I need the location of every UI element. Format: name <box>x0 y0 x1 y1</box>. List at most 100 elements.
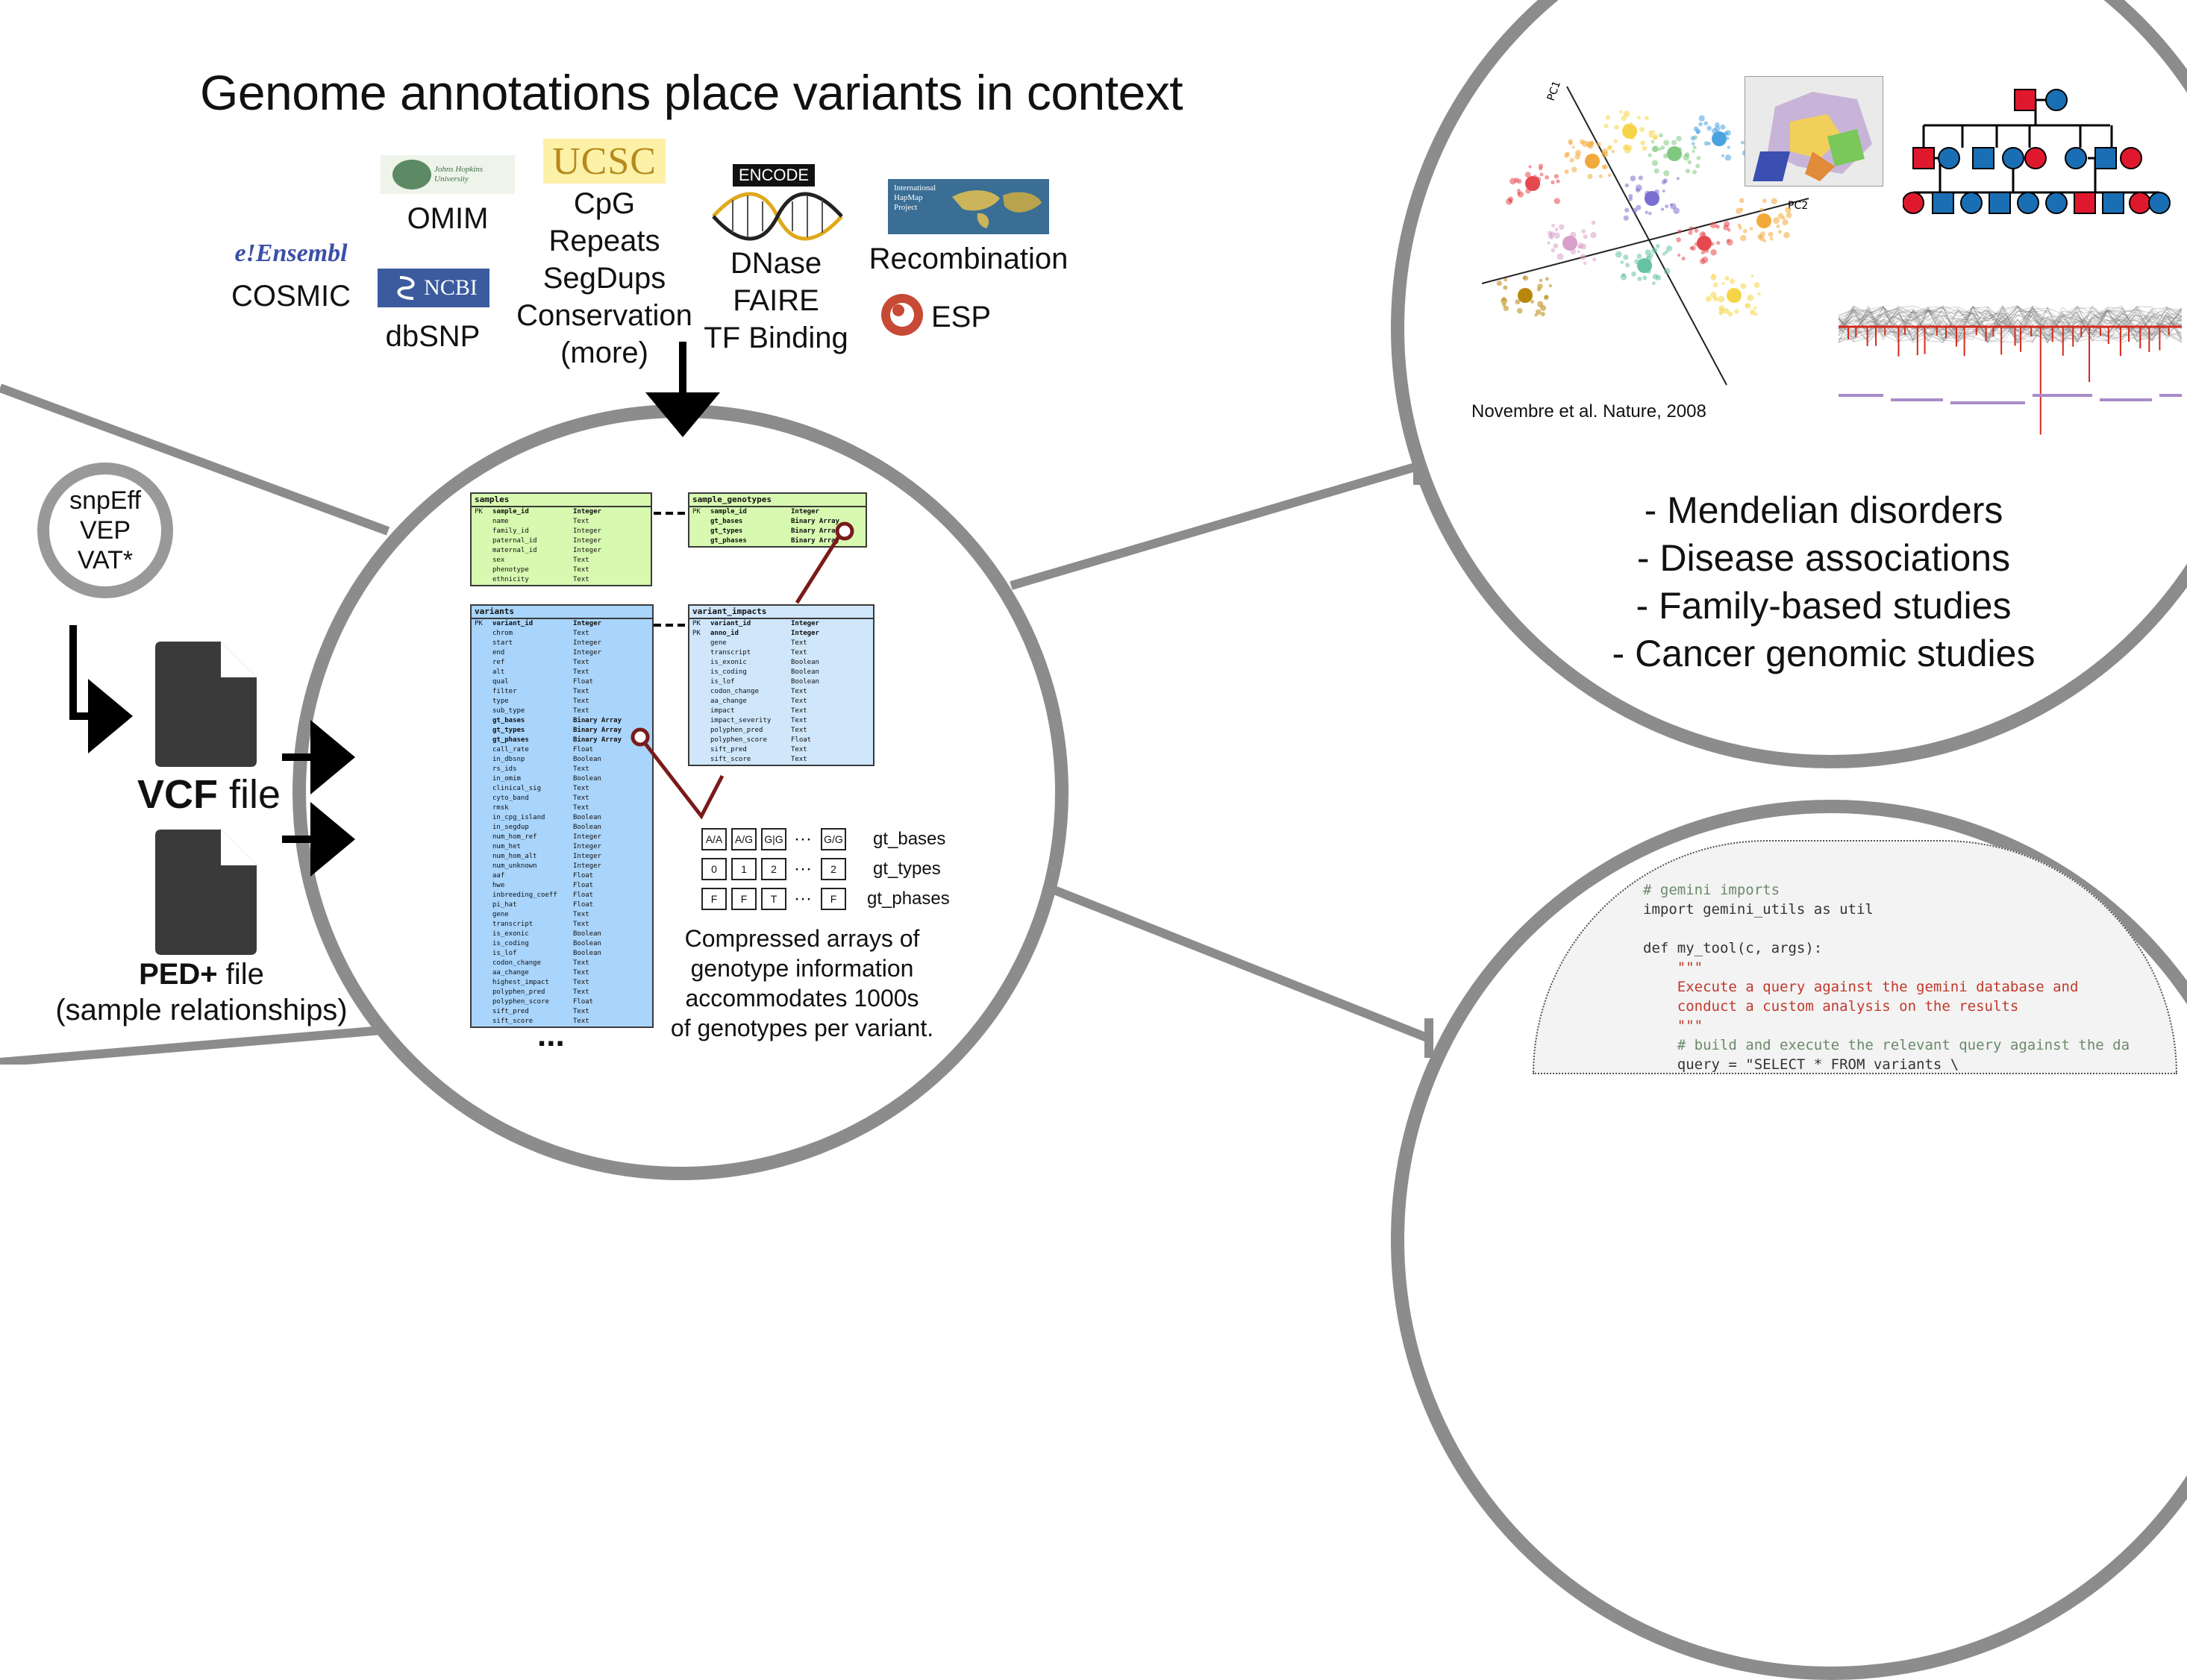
pca-point <box>1688 231 1693 235</box>
pca-point <box>1658 147 1662 151</box>
table-column: gt_phases <box>710 537 747 545</box>
table-column: in_segdup <box>492 824 529 831</box>
source-repeats: Repeats <box>548 225 660 257</box>
pca-point <box>1703 121 1708 126</box>
table-column: aa_change <box>492 969 529 977</box>
code-line: query = "SELECT * FROM variants \ <box>1643 1056 1959 1073</box>
table-row: aa_change Text <box>472 968 652 978</box>
table-column: polyphen_score <box>492 998 549 1006</box>
table-column: inbreeding_coeff <box>492 891 557 899</box>
table-type: Float <box>573 891 594 899</box>
gt-bases-label: gt_bases <box>872 829 946 849</box>
samples-table: samples PK sample_id Integer name Text family_… <box>470 492 652 586</box>
pca-centroid <box>1645 191 1659 206</box>
pca-point <box>1749 309 1756 316</box>
pca-point <box>1577 250 1580 254</box>
pca-point <box>1690 136 1696 141</box>
table-type: Text <box>573 785 589 792</box>
pca-point <box>1723 225 1729 231</box>
table-type: Text <box>791 688 807 695</box>
ped-file-label: PED+ file (sample relationships) <box>55 958 348 1027</box>
pca-point <box>1583 261 1587 266</box>
ld-trace <box>1839 306 2182 343</box>
ld-trace <box>1839 306 2182 343</box>
pca-point <box>1553 243 1559 249</box>
table-row: sub_type Text <box>472 706 652 716</box>
pca-point <box>1720 124 1726 130</box>
pca-point <box>1528 165 1532 169</box>
pca-point <box>1503 285 1508 290</box>
gt-bases-array: A/A A/G G|G ··· G/G gt_bases <box>701 828 945 850</box>
pca-point <box>1592 257 1597 262</box>
pca-point <box>1676 237 1681 242</box>
table-type: Float <box>573 678 594 686</box>
pca-point <box>1663 268 1671 275</box>
pca-point <box>1721 281 1725 285</box>
pca-scatter-plot: PC1 PC2 <box>1481 79 1809 386</box>
table-type: Binary Array <box>573 736 622 744</box>
pca-point <box>1547 241 1551 245</box>
pedigree-male <box>1989 192 2011 214</box>
table-column: start <box>492 639 513 647</box>
pca-point <box>1652 274 1659 280</box>
pca-point <box>1625 263 1630 268</box>
gt-types-label: gt_types <box>872 859 941 879</box>
pca-point <box>1730 278 1736 284</box>
pca-point <box>1738 225 1742 230</box>
pca-point <box>1687 160 1692 165</box>
pca-point <box>1651 247 1658 254</box>
pca-point <box>1705 295 1712 302</box>
ld-trace <box>1839 305 2182 343</box>
ld-trace <box>1839 305 2182 339</box>
gt-bases-cell: G|G <box>761 828 786 850</box>
source-esp: ESP <box>931 301 992 333</box>
pca-axis-pc2: PC2 <box>1788 200 1808 212</box>
pca-point <box>1611 149 1615 154</box>
pca-point <box>1648 211 1652 216</box>
pedigree-female <box>2065 147 2087 169</box>
pca-point <box>1516 307 1523 314</box>
variant-impacts-table: variant_impacts PK variant_id Integer PK anno… <box>688 604 875 766</box>
table-type: Boolean <box>573 756 601 763</box>
application-list: - Mendelian disorders - Disease associat… <box>1562 486 2085 677</box>
table-row: pi_hat Float <box>472 900 652 910</box>
pca-point <box>1776 224 1780 228</box>
table-column: sift_pred <box>710 746 747 753</box>
table-row: gt_phases Binary Array <box>472 736 652 745</box>
pca-point <box>1749 227 1753 231</box>
table-row: PK sample_id Integer <box>689 507 866 517</box>
ucsc-track-list: CpG Repeats SegDups Conservation (more) <box>507 185 701 372</box>
table-row: sift_pred Text <box>689 745 873 755</box>
table-row: in_dbsnp Boolean <box>472 755 652 765</box>
table-row: hwe Float <box>472 881 652 891</box>
pca-point <box>1692 142 1695 145</box>
pca-centroid <box>1637 258 1652 273</box>
table-column: anno_id <box>710 630 739 637</box>
annotator-vat: VAT* <box>77 546 134 574</box>
pca-point <box>1580 254 1586 260</box>
hapmap-logo: International HapMap Project <box>888 179 1049 234</box>
table-row: is_lof Boolean <box>472 949 652 959</box>
pca-point <box>1601 151 1609 158</box>
pca-point <box>1718 308 1725 314</box>
ensembl-logo: e!Ensembl <box>234 239 348 267</box>
table-type: Text <box>573 921 589 928</box>
table-row: polyphen_score Float <box>472 997 652 1007</box>
table-type: Text <box>573 794 589 802</box>
table-row: transcript Text <box>689 648 873 658</box>
table-row: codon_change Text <box>689 687 873 697</box>
table-row: gt_types Binary Array <box>472 726 652 736</box>
table-row: gt_bases Binary Array <box>472 716 652 726</box>
gt-phases-ellipsis: ··· <box>794 888 812 909</box>
ld-trace <box>1839 306 2182 345</box>
dna-s-icon <box>397 276 415 300</box>
table-type: Text <box>573 1008 589 1015</box>
pca-point <box>1660 145 1665 150</box>
pca-point <box>1771 198 1777 204</box>
ucsc-logo: UCSC <box>543 139 666 184</box>
table-column: ethnicity <box>492 576 529 583</box>
table-type: Integer <box>573 508 601 515</box>
europe-map-inset <box>1745 76 1883 187</box>
table-type: Text <box>573 668 589 676</box>
table-type: Integer <box>573 620 601 627</box>
